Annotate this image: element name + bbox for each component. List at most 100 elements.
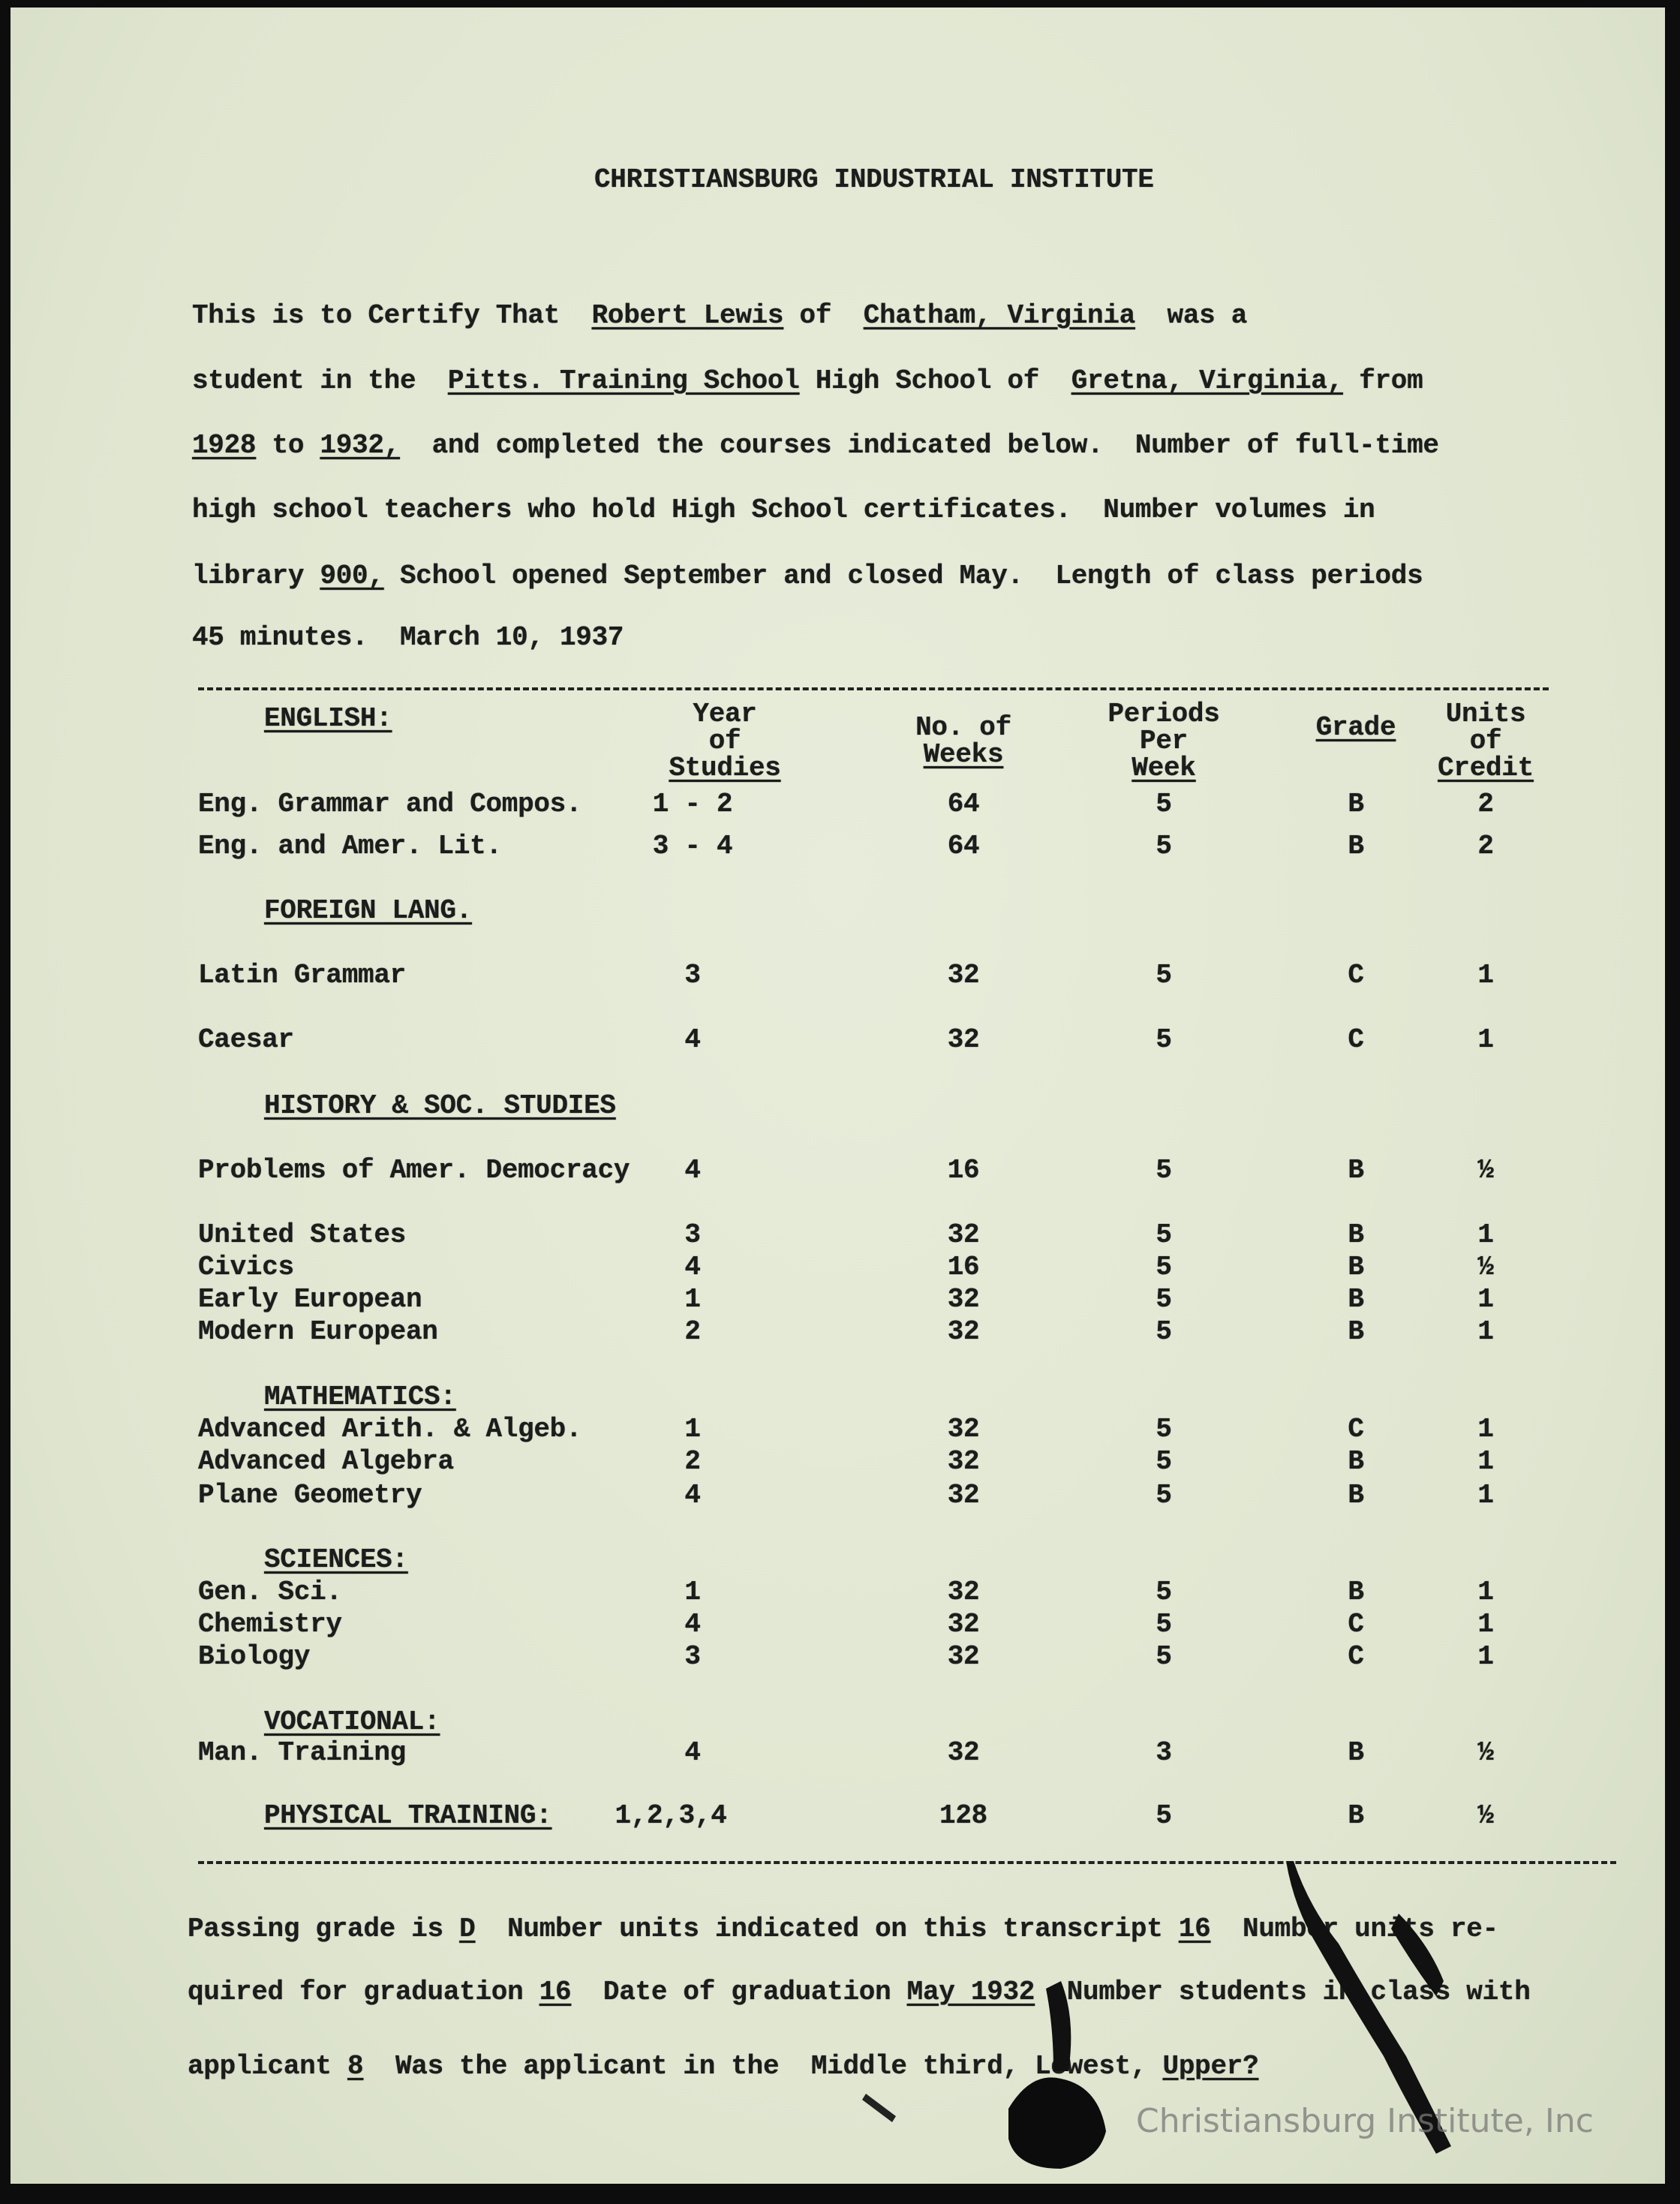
cell-periods: 5	[1156, 1800, 1172, 1831]
cell-grade: B	[1348, 1737, 1364, 1768]
column-header-weeks: Weeks	[923, 739, 1004, 770]
certificate_lines-line: 45 minutes. March 10, 1937	[192, 624, 624, 651]
table-bottom-divider	[198, 1861, 1616, 1864]
table-top-divider	[198, 687, 1549, 690]
column-header-year: Year	[693, 699, 757, 729]
course-name: Advanced Arith. & Algeb.	[198, 1414, 582, 1445]
text-segment: and completed the courses indicated belo…	[399, 430, 1439, 461]
cell-periods: 5	[1156, 1219, 1172, 1250]
cell-units: 1	[1477, 1414, 1494, 1445]
cell-periods: 5	[1156, 831, 1172, 861]
cell-weeks: 128	[939, 1800, 987, 1831]
certificate_lines-line: student in the Pitts. Training School Hi…	[192, 368, 1423, 395]
course-name: Eng. Grammar and Compos.	[198, 789, 582, 819]
cell-periods: 5	[1156, 1446, 1172, 1477]
section-header: MATHEMATICS:	[264, 1382, 456, 1412]
cell-grade: B	[1348, 789, 1364, 819]
cell-weeks: 32	[947, 1737, 980, 1768]
cell-weeks: 32	[947, 1480, 980, 1511]
cell-weeks: 64	[947, 831, 980, 861]
course-name: Civics	[198, 1252, 294, 1282]
course-name: United States	[198, 1219, 406, 1250]
cell-year: 4	[684, 1155, 701, 1186]
cell-weeks: 32	[947, 1316, 980, 1347]
cell-weeks: 32	[947, 1024, 980, 1055]
course-name: Advanced Algebra	[198, 1446, 454, 1477]
cell-year: 1	[684, 1284, 701, 1315]
cell-units: 2	[1477, 831, 1494, 861]
cell-grade: B	[1348, 1219, 1364, 1250]
column-header-year: Studies	[669, 753, 781, 783]
cell-periods: 5	[1156, 960, 1172, 991]
column-header-weeks: No. of	[915, 712, 1011, 743]
filled-in-value: Gretna, Virginia,	[1071, 365, 1343, 396]
text-segment: from	[1342, 365, 1423, 396]
cell-weeks: 32	[947, 1609, 980, 1640]
text-segment: Date of graduation	[571, 1977, 907, 2007]
filled-in-value: May 1932	[906, 1977, 1035, 2007]
cell-grade: B	[1348, 1446, 1364, 1477]
cell-grade: C	[1348, 960, 1364, 991]
course-name: Latin Grammar	[198, 960, 406, 991]
cell-periods: 5	[1156, 1609, 1172, 1640]
filled-in-value: Pitts. Training School	[447, 365, 800, 396]
transcript-page: CHRISTIANSBURG INDUSTRIAL INSTITUTE This…	[11, 8, 1665, 2184]
filled-in-value: 16	[1178, 1914, 1211, 1944]
cell-units: 1	[1477, 1577, 1494, 1607]
text-segment: School opened September and closed May. …	[383, 561, 1423, 591]
text-segment: quired for graduation	[188, 1977, 539, 2007]
cell-year: 3	[684, 960, 701, 991]
footer_lines-line: Passing grade is D Number units indicate…	[188, 1916, 1498, 1943]
course-name: Modern European	[198, 1316, 438, 1347]
cell-periods: 5	[1156, 1641, 1172, 1672]
text-segment: Passing grade is	[188, 1914, 460, 1944]
cell-grade: B	[1348, 1316, 1364, 1347]
section-header: ENGLISH:	[264, 703, 392, 734]
cell-year: 4	[684, 1480, 701, 1511]
cell-year: 1 - 2	[652, 789, 733, 819]
cell-grade: B	[1348, 1800, 1364, 1831]
cell-periods: 5	[1156, 1024, 1172, 1055]
cell-units: 1	[1477, 1316, 1494, 1347]
column-header-year: of	[708, 726, 741, 756]
cell-weeks: 32	[947, 1414, 980, 1445]
filled-in-value: 1932,	[320, 430, 400, 461]
column-header-periods: Periods	[1107, 699, 1220, 729]
text-segment: high school teachers who hold High Schoo…	[192, 495, 1375, 525]
cell-weeks: 32	[947, 1219, 980, 1250]
filled-in-value: 900,	[320, 561, 384, 591]
cell-units: 1	[1477, 1641, 1494, 1672]
certificate_lines-line: 1928 to 1932, and completed the courses …	[192, 432, 1439, 459]
course-name: Gen. Sci.	[198, 1577, 342, 1607]
cell-year: 1	[684, 1577, 701, 1607]
text-segment: Number units indicated on this transcrip…	[475, 1914, 1179, 1944]
filled-in-value: 1928	[192, 430, 257, 461]
text-segment: This is to Certify That	[192, 300, 592, 331]
cell-weeks: 32	[947, 1641, 980, 1672]
cell-weeks: 32	[947, 1446, 980, 1477]
course-name: Man. Training	[198, 1737, 406, 1768]
cell-units: ½	[1477, 1800, 1494, 1831]
section-header: VOCATIONAL:	[264, 1706, 440, 1737]
cell-weeks: 16	[947, 1155, 980, 1186]
cell-units: 1	[1477, 1446, 1494, 1477]
section-header: HISTORY & SOC. STUDIES	[264, 1090, 616, 1121]
cell-year: 1	[684, 1414, 701, 1445]
footer_lines-line: quired for graduation 16 Date of graduat…	[188, 1979, 1531, 2006]
column-header-periods: Per	[1140, 726, 1188, 756]
certificate_lines-line: library 900, School opened September and…	[192, 563, 1423, 590]
filled-in-value: D	[459, 1914, 476, 1944]
filled-in-value: Upper?	[1162, 2051, 1259, 2082]
course-name: Plane Geometry	[198, 1480, 422, 1511]
cell-weeks: 64	[947, 789, 980, 819]
cell-units: 1	[1477, 1219, 1494, 1250]
cell-units: ½	[1477, 1155, 1494, 1186]
column-header-periods: Week	[1132, 753, 1196, 783]
cell-periods: 5	[1156, 1155, 1172, 1186]
column-header-grade: Grade	[1315, 712, 1396, 743]
cell-grade: C	[1348, 1641, 1364, 1672]
course-name: Eng. and Amer. Lit.	[198, 831, 502, 861]
cell-grade: B	[1348, 1155, 1364, 1186]
cell-units: 2	[1477, 789, 1494, 819]
watermark: Christiansburg Institute, Inc	[1136, 2102, 1594, 2140]
